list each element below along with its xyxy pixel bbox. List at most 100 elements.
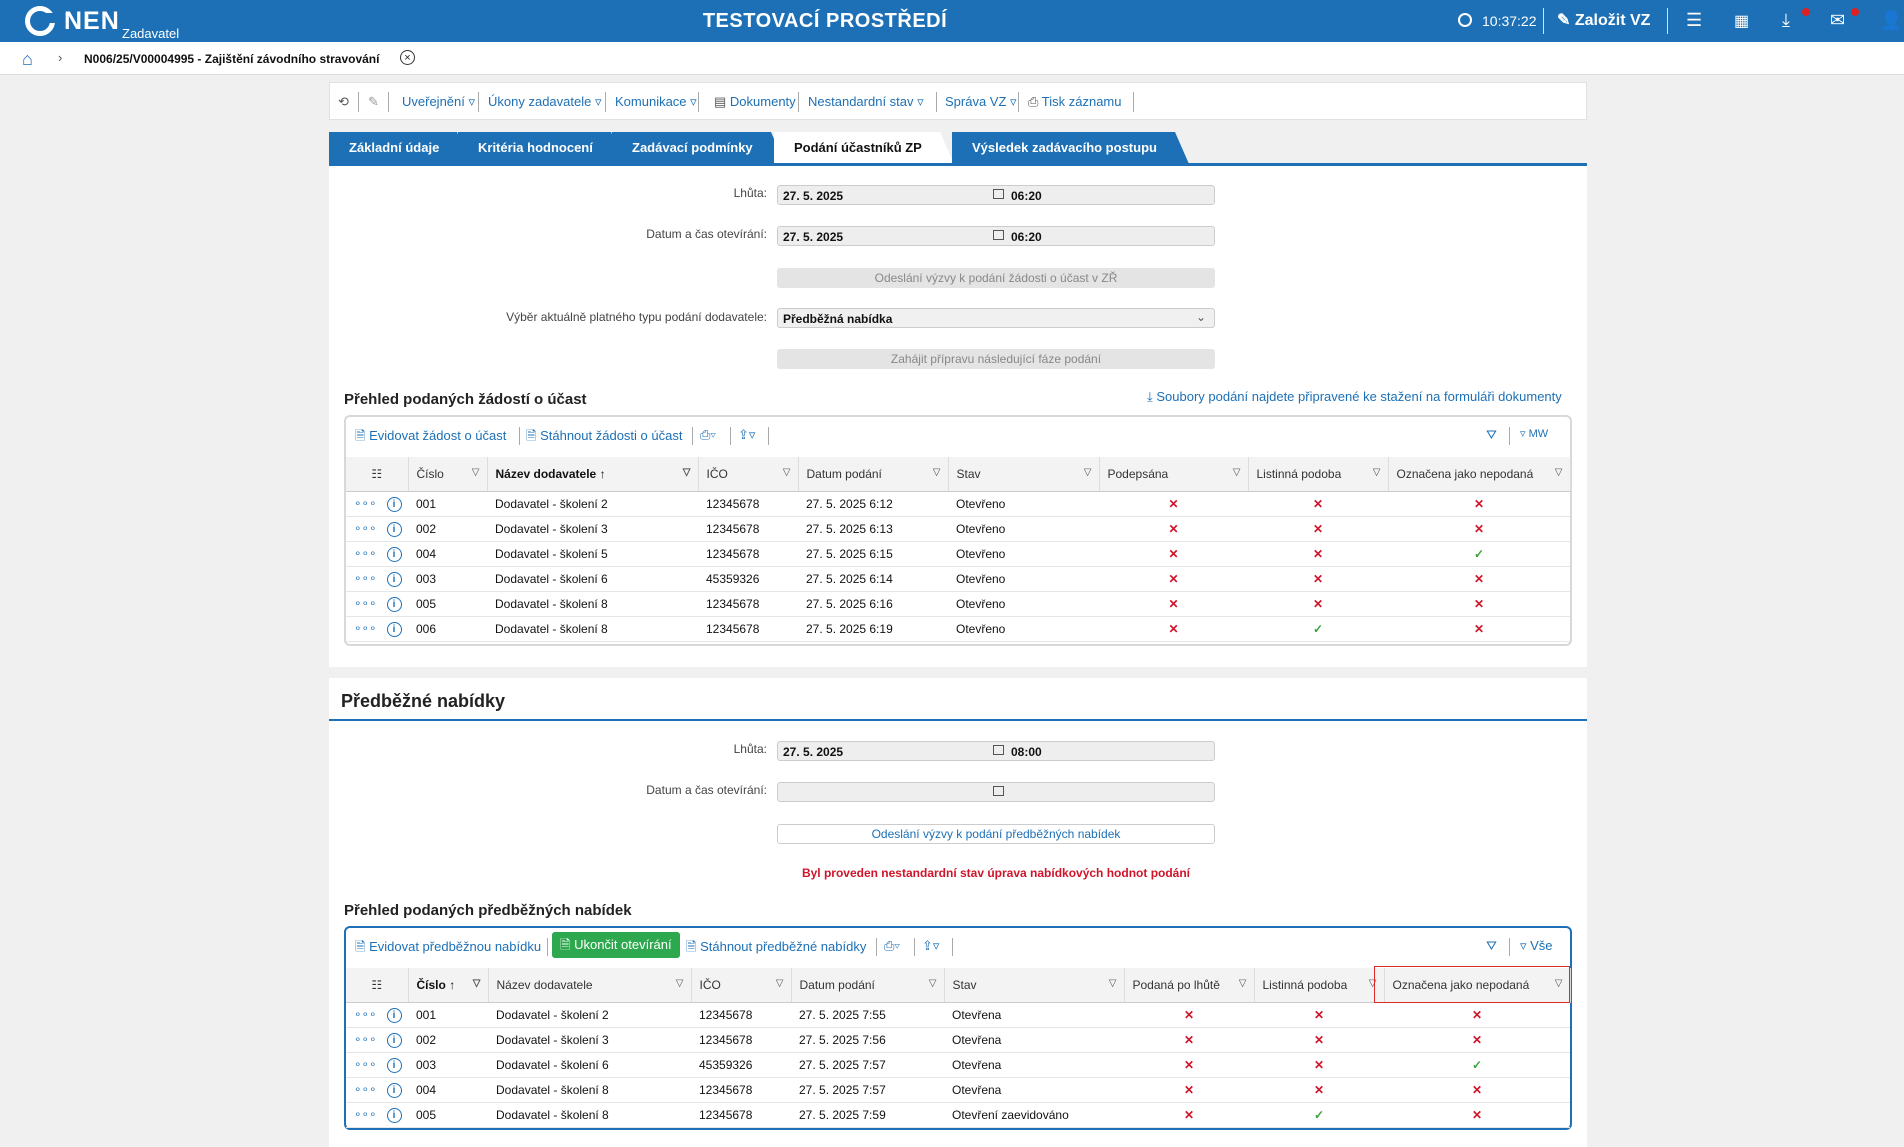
row-actions[interactable]: ∘∘∘ i	[346, 1052, 408, 1078]
lhuta-field[interactable]: 27. 5. 2025 06:20	[777, 185, 1215, 205]
export-menu-icon[interactable]: ⇪▿	[922, 938, 940, 953]
menu-dokumenty[interactable]: ▤ Dokumenty	[714, 94, 796, 109]
download-icon[interactable]: ⤓	[1782, 10, 1790, 30]
more-actions-icon[interactable]: ∘∘∘	[354, 1032, 377, 1046]
menu-uverejneni[interactable]: Uveřejnění ▿	[402, 94, 476, 109]
close-icon[interactable]: ×	[400, 50, 415, 65]
row-actions[interactable]: ∘∘∘ i	[346, 1002, 408, 1028]
column-filter-icon[interactable]: ▽	[932, 467, 941, 478]
col-podepsana[interactable]: Podepsána ▽	[1099, 457, 1249, 492]
column-filter-icon[interactable]: ▽	[472, 978, 481, 989]
table-row[interactable]: ∘∘∘ i 004 Dodavatel - školení 8 12345678 27. …	[346, 1077, 1570, 1103]
view-filter-dropdown[interactable]: ▿ Vše	[1520, 938, 1553, 953]
row-actions[interactable]: ∘∘∘ i	[346, 491, 408, 517]
table-row[interactable]: ∘∘∘ i 002 Dodavatel - školení 3 12345678 27. …	[346, 1027, 1570, 1053]
column-filter-icon[interactable]: ▽	[782, 467, 791, 478]
menu-sprava-vz[interactable]: Správa VZ ▿	[945, 94, 1017, 109]
info-icon[interactable]: i	[386, 572, 402, 587]
info-icon[interactable]: i	[386, 1033, 402, 1048]
column-filter-icon[interactable]: ▽	[682, 467, 691, 478]
filter-icon[interactable]: ⛛	[1486, 938, 1497, 953]
mail-icon[interactable]: ✉	[1830, 10, 1846, 30]
download-offers-button[interactable]: 🗎 Stáhnout předběžné nabídky	[686, 939, 867, 954]
tab-zakladni-udaje[interactable]: Základní údaje	[329, 132, 472, 164]
menu-icon[interactable]: ☰	[1686, 10, 1703, 30]
col-stav[interactable]: Stav ▽	[944, 968, 1125, 1003]
table-row[interactable]: ∘∘∘ i 005 Dodavatel - školení 8 12345678 27. …	[346, 591, 1570, 617]
more-actions-icon[interactable]: ∘∘∘	[354, 496, 377, 510]
table-row[interactable]: ∘∘∘ i 002 Dodavatel - školení 3 12345678 27. …	[346, 516, 1570, 542]
menu-nestandardni-stav[interactable]: Nestandardní stav ▿	[808, 94, 924, 109]
otevirani-field[interactable]: 27. 5. 2025 06:20	[777, 226, 1215, 246]
register-request-button[interactable]: 🗎 Evidovat žádost o účast	[355, 428, 507, 443]
column-filter-icon[interactable]: ▽	[1083, 467, 1092, 478]
table-row[interactable]: ∘∘∘ i 006 Dodavatel - školení 8 12345678 27. …	[346, 616, 1570, 642]
send-offers-invite-button[interactable]: Odeslání výzvy k podání předběžných nabí…	[777, 824, 1215, 844]
calendar-icon[interactable]	[993, 189, 1004, 199]
calendar-icon[interactable]	[993, 745, 1004, 755]
view-filter-dropdown[interactable]: ▿ MW	[1520, 428, 1549, 440]
new-contract-button[interactable]: ✎ Založit VZ	[1557, 12, 1651, 29]
table-row[interactable]: ∘∘∘ i 001 Dodavatel - školení 2 12345678 27. …	[346, 1002, 1570, 1028]
calendar-icon[interactable]: ▦	[1734, 13, 1750, 30]
column-filter-icon[interactable]: ▽	[775, 978, 784, 989]
table-row[interactable]: ∘∘∘ i 005 Dodavatel - školení 8 12345678 27. …	[346, 1102, 1570, 1128]
home-icon[interactable]: ⌂	[22, 49, 33, 69]
more-actions-icon[interactable]: ∘∘∘	[354, 596, 377, 610]
column-filter-icon[interactable]: ▽	[1238, 978, 1247, 989]
col-datum[interactable]: Datum podání ▽	[791, 968, 945, 1003]
files-link[interactable]: ⤓ Soubory podání najdete připravené ke s…	[1147, 389, 1562, 404]
column-settings-icon[interactable]: ☷	[346, 457, 409, 492]
col-cislo[interactable]: Číslo ▽	[408, 457, 488, 492]
info-icon[interactable]: i	[386, 1083, 402, 1098]
print-menu-icon[interactable]: ⎙▿	[884, 938, 900, 953]
col-listinna[interactable]: Listinná podoba ▽	[1248, 457, 1389, 492]
register-offer-button[interactable]: 🗎 Evidovat předběžnou nabídku	[355, 939, 542, 954]
column-filter-icon[interactable]: ▽	[1554, 467, 1563, 478]
export-menu-icon[interactable]: ⇪▿	[738, 427, 756, 442]
table-row[interactable]: ∘∘∘ i 004 Dodavatel - školení 5 12345678 27. …	[346, 541, 1570, 567]
tab-vysledek[interactable]: Výsledek zadávacího postupu	[952, 132, 1189, 164]
column-filter-icon[interactable]: ▽	[1232, 467, 1241, 478]
logo-text[interactable]: NEN	[64, 7, 120, 35]
download-requests-button[interactable]: 🗎 Stáhnout žádosti o účast	[526, 428, 683, 443]
info-icon[interactable]: i	[386, 1058, 402, 1073]
column-filter-icon[interactable]: ▽	[1372, 467, 1381, 478]
row-actions[interactable]: ∘∘∘ i	[346, 541, 408, 567]
info-icon[interactable]: i	[386, 597, 402, 612]
lhuta2-field[interactable]: 27. 5. 2025 08:00	[777, 741, 1215, 761]
column-filter-icon[interactable]: ▽	[1108, 978, 1117, 989]
info-icon[interactable]: i	[386, 547, 402, 562]
print-menu-icon[interactable]: ⎙▿	[700, 427, 716, 442]
col-nepodana[interactable]: Označena jako nepodaná ▽	[1388, 457, 1571, 492]
col-po-lhute[interactable]: Podaná po lhůtě ▽	[1124, 968, 1255, 1003]
col-ico[interactable]: IČO ▽	[691, 968, 792, 1003]
more-actions-icon[interactable]: ∘∘∘	[354, 1107, 377, 1121]
menu-komunikace[interactable]: Komunikace ▿	[615, 94, 697, 109]
info-icon[interactable]: i	[386, 622, 402, 637]
breadcrumb-title[interactable]: N006/25/V00004995 - Zajištění závodního …	[84, 52, 380, 66]
nen-logo-icon[interactable]	[25, 6, 56, 36]
next-phase-button[interactable]: Zahájit přípravu následující fáze podání	[777, 349, 1215, 369]
calendar-icon[interactable]	[993, 230, 1004, 240]
col-cislo[interactable]: Číslo ↑ ▽	[408, 968, 489, 1003]
send-invite-button[interactable]: Odeslání výzvy k podání žádosti o účast …	[777, 268, 1215, 288]
more-actions-icon[interactable]: ∘∘∘	[354, 1007, 377, 1021]
tab-zadavaci-podminky[interactable]: Zadávací podmínky	[612, 132, 785, 164]
more-actions-icon[interactable]: ∘∘∘	[354, 621, 377, 635]
row-actions[interactable]: ∘∘∘ i	[346, 1102, 408, 1128]
row-actions[interactable]: ∘∘∘ i	[346, 616, 408, 642]
row-actions[interactable]: ∘∘∘ i	[346, 1027, 408, 1053]
column-filter-icon[interactable]: ▽	[471, 467, 480, 478]
col-ico[interactable]: IČO ▽	[698, 457, 799, 492]
close-opening-button[interactable]: 🗎 Ukončit otevírání	[552, 932, 680, 958]
calendar-icon[interactable]	[993, 786, 1004, 796]
more-actions-icon[interactable]: ∘∘∘	[354, 1082, 377, 1096]
column-filter-icon[interactable]: ▽	[675, 978, 684, 989]
refresh-icon[interactable]: ⟲	[338, 94, 349, 109]
column-filter-icon[interactable]: ▽	[1554, 978, 1563, 989]
column-filter-icon[interactable]: ▽	[928, 978, 937, 989]
user-icon[interactable]: 👤	[1880, 10, 1903, 30]
col-listinna[interactable]: Listinná podoba ▽	[1254, 968, 1385, 1003]
info-icon[interactable]: i	[386, 522, 402, 537]
